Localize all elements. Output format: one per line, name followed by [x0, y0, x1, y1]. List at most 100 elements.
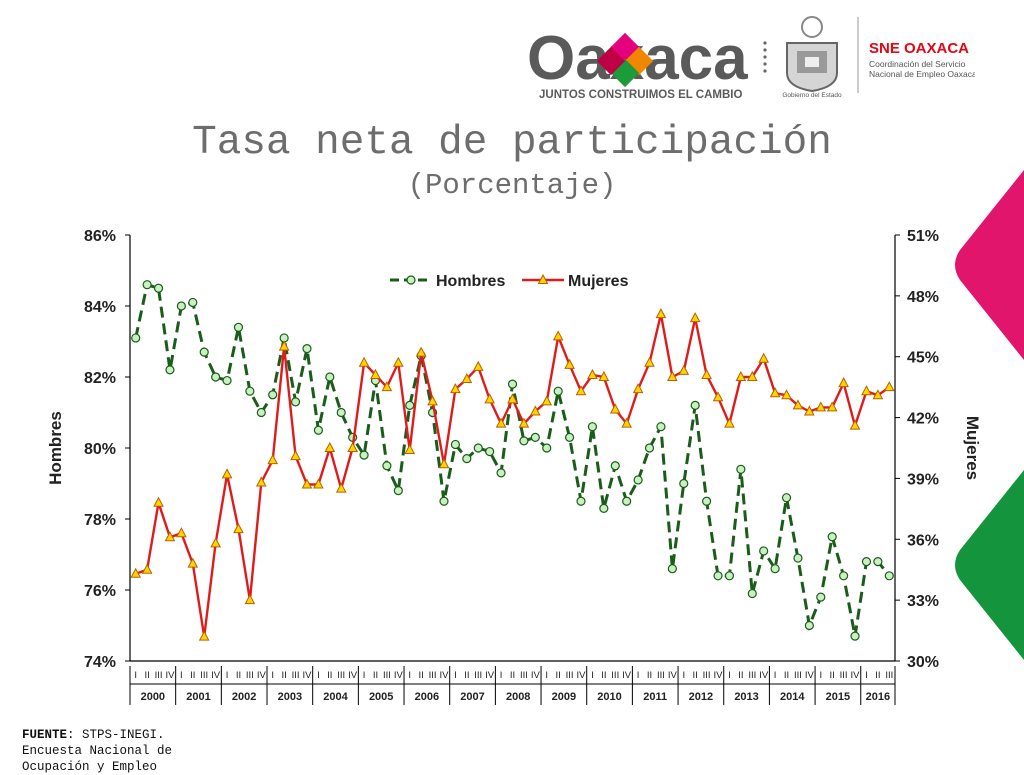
left-tick-label: 86% — [84, 228, 116, 245]
quarter-tick-label: IV — [165, 670, 175, 681]
hombres-point — [656, 422, 666, 432]
mujeres-point — [655, 308, 667, 319]
mujeres-point — [883, 381, 895, 392]
hombres-point — [542, 443, 552, 453]
right-tick-label: 51% — [907, 228, 939, 245]
mujeres-point — [141, 563, 153, 574]
hombres-point — [462, 454, 472, 464]
right-tick-label: 48% — [907, 289, 939, 306]
mujeres-point — [815, 401, 827, 412]
hombres-point — [519, 436, 529, 446]
quarter-tick-label: III — [794, 670, 802, 681]
quarter-tick-label: III — [703, 670, 711, 681]
left-axis-title: Hombres — [46, 411, 65, 485]
hombres-point — [679, 478, 689, 489]
quarter-tick-label: II — [373, 670, 378, 681]
sne-line2: Nacional de Empleo Oaxaca — [869, 69, 975, 79]
hombres-point — [713, 571, 723, 581]
quarter-tick-label: I — [317, 670, 320, 681]
mujeres-point — [598, 370, 610, 381]
mujeres-point — [689, 312, 701, 323]
hombres-point — [587, 422, 598, 432]
hombres-point — [336, 407, 346, 418]
hombres-point — [222, 375, 232, 386]
hombres-point — [804, 620, 814, 631]
mujeres-point — [381, 381, 393, 392]
hombres-point — [290, 397, 301, 407]
hombres-point — [233, 322, 244, 332]
mujeres-point — [769, 387, 781, 398]
hombres-point — [211, 372, 221, 382]
mujeres-point — [644, 356, 655, 367]
right-tick-label: 33% — [907, 593, 939, 610]
mujeres-point — [427, 395, 438, 406]
mujeres-point — [347, 441, 358, 452]
quarter-tick-label: II — [282, 670, 287, 681]
oaxaca-logo-mark — [596, 32, 654, 88]
quarter-tick-label: II — [190, 670, 195, 681]
legend-hombres-marker — [406, 275, 416, 285]
hombres-point — [667, 564, 677, 574]
legend-mujeres-marker — [537, 273, 549, 284]
year-label: 2006 — [415, 691, 439, 703]
mujeres-point — [484, 393, 495, 404]
mujeres-point — [530, 405, 541, 416]
magenta-shape — [955, 170, 1024, 360]
hombres-point — [610, 461, 620, 471]
right-tick-label: 39% — [907, 471, 939, 488]
state-seal-icon: Gobierno del Estado — [782, 16, 842, 99]
quarter-tick-label: II — [419, 670, 424, 681]
hombres-point — [450, 439, 461, 450]
year-label: 2016 — [866, 691, 890, 703]
hombres-point — [153, 283, 164, 293]
quarter-tick-label: II — [556, 670, 561, 681]
quarter-tick-label: III — [474, 670, 482, 681]
year-label: 2013 — [734, 691, 758, 703]
mujeres-point — [575, 385, 587, 396]
quarter-tick-label: II — [510, 670, 515, 681]
hombres-point — [793, 553, 803, 563]
participation-chart: 74% 76% 78% 80% 82% 84% 86% 30% 33% 36% 39% 42% 45% 4… — [46, 228, 982, 705]
mujeres-point — [518, 417, 530, 428]
year-label: 2004 — [323, 691, 348, 703]
hombres-point — [382, 461, 392, 471]
hombres-point — [325, 372, 335, 382]
year-label: 2003 — [278, 691, 302, 703]
mujeres-point — [164, 531, 176, 542]
quarter-tick-label: III — [840, 670, 848, 681]
quarter-tick-label: II — [830, 670, 835, 681]
right-axis-title: Mujeres — [963, 416, 982, 480]
hombres-point — [770, 564, 780, 574]
source-line3: Ocupación y Empleo — [22, 760, 158, 774]
green-shape — [955, 470, 1024, 660]
quarter-tick-label: III — [200, 670, 208, 681]
mujeres-point — [187, 557, 199, 568]
mujeres-point — [552, 330, 564, 341]
hombres-point — [781, 493, 792, 503]
quarter-tick-label: IV — [257, 670, 267, 681]
mujeres-point — [450, 383, 461, 394]
quarter-tick-label: III — [246, 670, 254, 681]
year-label: 2010 — [597, 691, 621, 703]
quarter-tick-label: IV — [394, 670, 404, 681]
hombres-point — [599, 503, 609, 513]
quarter-tick-label: I — [591, 670, 594, 681]
quarter-tick-label: II — [738, 670, 743, 681]
mujeres-point — [712, 391, 724, 402]
quarter-tick-label: III — [292, 670, 300, 681]
quarter-tick-label: I — [545, 670, 548, 681]
hombres-point — [759, 546, 769, 556]
quarter-tick-label: II — [693, 670, 698, 681]
quarter-tick-label: I — [180, 670, 183, 681]
mujeres-point — [335, 482, 347, 493]
quarter-tick-label: II — [601, 670, 606, 681]
decorative-side-shapes — [955, 170, 1024, 660]
quarter-tick-label: I — [500, 670, 503, 681]
mujeres-point — [838, 377, 849, 388]
mujeres-point — [221, 468, 233, 479]
year-label: 2000 — [141, 691, 165, 703]
mujeres-point — [667, 370, 678, 381]
quarter-tick-label: I — [134, 670, 137, 681]
quarter-tick-label: III — [885, 670, 893, 681]
quarter-tick-label: IV — [577, 670, 587, 681]
